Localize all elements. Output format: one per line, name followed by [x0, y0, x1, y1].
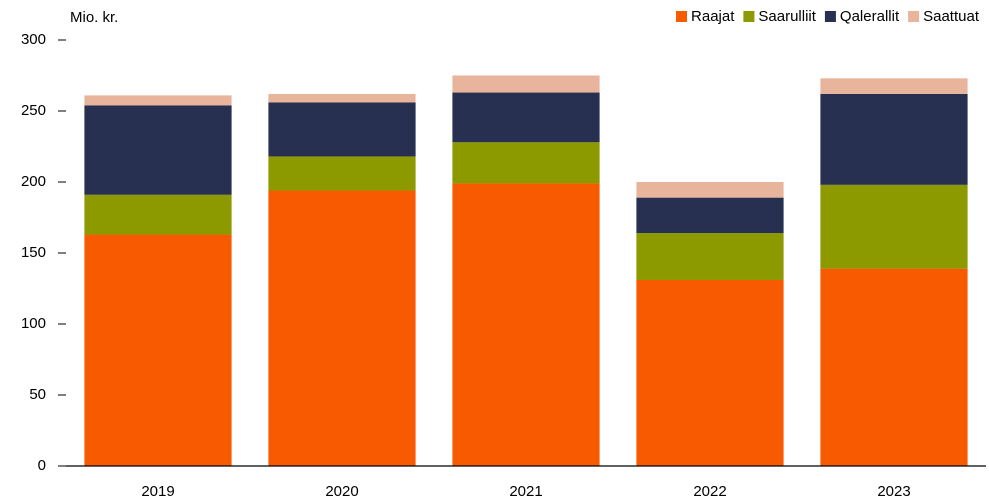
y-tick-label: 250	[21, 102, 46, 119]
bar-segment	[820, 184, 968, 269]
y-tick-label: 50	[29, 386, 46, 403]
x-tick-label: 2019	[141, 483, 174, 500]
y-tick-label: 0	[38, 457, 46, 474]
bar-segment	[84, 194, 232, 235]
bar-segment	[820, 93, 968, 185]
x-tick-label: 2023	[877, 483, 910, 500]
y-tick-label: 150	[21, 244, 46, 261]
bar-segment	[820, 78, 968, 94]
bar-segment	[636, 182, 784, 198]
x-tick-label: 2021	[509, 483, 542, 500]
bar-segment	[636, 279, 784, 466]
y-tick-label: 300	[21, 31, 46, 48]
legend-label: Saarulliit	[758, 8, 816, 25]
bar-segment	[452, 75, 600, 93]
bar-segment	[268, 190, 416, 466]
bar-segment	[452, 142, 600, 184]
bar-segment	[268, 102, 416, 157]
legend-swatch	[824, 11, 836, 22]
bar-segment	[268, 93, 416, 103]
legend-swatch	[676, 11, 688, 22]
y-axis-label: Mio. kr.	[70, 9, 118, 26]
legend-label: Qalerallit	[840, 8, 900, 25]
legend-swatch	[908, 11, 920, 22]
x-tick-label: 2022	[693, 483, 726, 500]
bar-segment	[84, 95, 232, 106]
bar-segment	[636, 233, 784, 280]
legend-swatch	[743, 11, 755, 22]
bar-segment	[452, 183, 600, 467]
y-tick-label: 200	[21, 173, 46, 190]
bar-segment	[268, 156, 416, 191]
legend-label: Saattuat	[923, 8, 980, 25]
bar-segment	[84, 105, 232, 195]
legend-label: Raajat	[691, 8, 735, 25]
x-tick-label: 2020	[325, 483, 358, 500]
bar-segment	[636, 197, 784, 234]
y-tick-label: 100	[21, 315, 46, 332]
bar-segment	[820, 268, 968, 466]
bar-segment	[452, 92, 600, 143]
bar-segment	[84, 234, 232, 466]
